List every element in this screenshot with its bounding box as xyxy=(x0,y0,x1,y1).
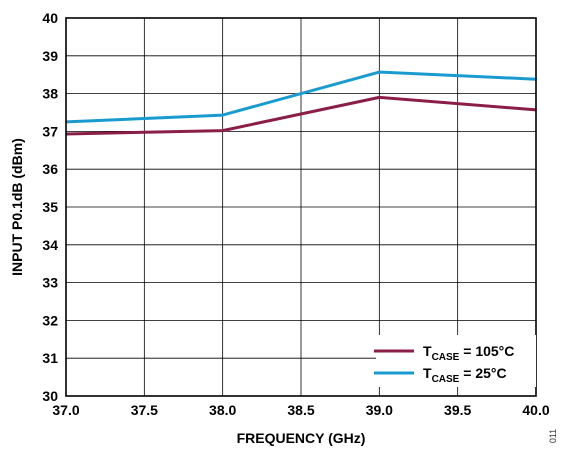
y-tick-label: 40 xyxy=(42,10,58,26)
y-tick-label: 32 xyxy=(42,312,58,328)
plot-frame xyxy=(65,17,537,397)
legend-label: TCASE = 25°C xyxy=(423,365,507,385)
y-tick-label: 39 xyxy=(42,48,58,64)
y-axis-title: INPUT P0.1dB (dBm) xyxy=(9,138,25,276)
x-tick-label: 38.0 xyxy=(209,402,236,418)
x-tick-label: 39.5 xyxy=(444,402,471,418)
y-tick-label: 38 xyxy=(42,86,58,102)
x-tick-label: 39.0 xyxy=(366,402,393,418)
series-line xyxy=(65,70,537,124)
figure-id: 011 xyxy=(548,429,558,443)
legend-label: TCASE = 105°C xyxy=(423,343,514,363)
legend-background xyxy=(376,335,536,387)
y-tick-label: 37 xyxy=(42,123,58,139)
x-tick-labels: 37.0 37.5 38.0 38.5 39.0 39.5 40.0 xyxy=(52,402,549,418)
y-tick-label: 35 xyxy=(42,199,58,215)
series-layer xyxy=(65,70,537,136)
x-axis-title: FREQUENCY (GHz) xyxy=(237,430,366,446)
y-tick-label: 33 xyxy=(42,275,58,291)
x-tick-label: 37.5 xyxy=(131,402,158,418)
y-tick-label: 31 xyxy=(42,350,58,366)
series-line xyxy=(65,95,537,136)
x-tick-label: 40.0 xyxy=(522,402,549,418)
y-tick-labels: 30 31 32 33 34 35 36 37 38 39 40 xyxy=(42,10,58,404)
x-tick-label: 38.5 xyxy=(287,402,314,418)
x-tick-label: 37.0 xyxy=(52,402,79,418)
y-tick-label: 34 xyxy=(42,237,58,253)
y-tick-label: 36 xyxy=(42,161,58,177)
y-tick-label: 30 xyxy=(42,388,58,404)
